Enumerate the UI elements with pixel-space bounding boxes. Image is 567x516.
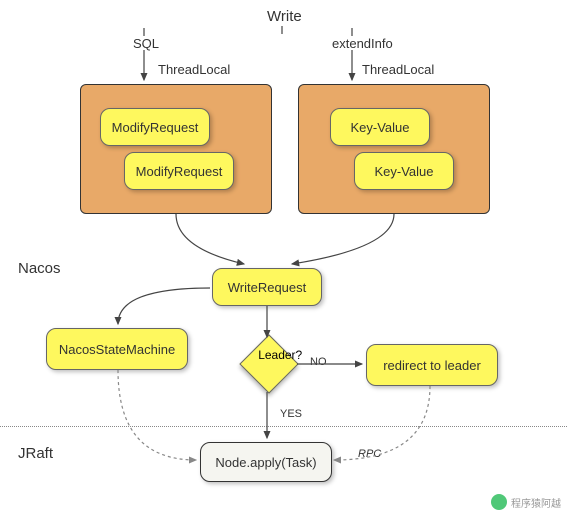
node-apply-box: Node.apply(Task): [200, 442, 332, 482]
flowchart-canvas: Write SQL extendInfo ThreadLocal ThreadL…: [0, 0, 567, 516]
modifyrequest-1: ModifyRequest: [100, 108, 210, 146]
leader-decision: Leader?: [239, 334, 298, 393]
modifyrequest-2: ModifyRequest: [124, 152, 234, 190]
nacosstatemachine-box: NacosStateMachine: [46, 328, 188, 370]
extendinfo-label: extendInfo: [332, 36, 393, 51]
nacos-label: Nacos: [18, 260, 61, 277]
container-right: [298, 84, 490, 214]
section-divider: [0, 426, 567, 427]
rpc-label: RPC: [358, 448, 381, 460]
yes-label: YES: [280, 408, 302, 420]
watermark: 程序猿阿越: [491, 494, 561, 510]
no-label: NO: [310, 356, 327, 368]
sql-label: SQL: [133, 36, 159, 51]
redirect-box: redirect to leader: [366, 344, 498, 386]
container-left: [80, 84, 272, 214]
arrows-layer: [0, 0, 567, 516]
writerequest-box: WriteRequest: [212, 268, 322, 306]
watermark-icon: [491, 494, 507, 510]
threadlocal-right: ThreadLocal: [362, 62, 434, 77]
threadlocal-left: ThreadLocal: [158, 62, 230, 77]
keyvalue-1: Key-Value: [330, 108, 430, 146]
title: Write: [267, 8, 302, 25]
jraft-label: JRaft: [18, 445, 53, 462]
keyvalue-2: Key-Value: [354, 152, 454, 190]
